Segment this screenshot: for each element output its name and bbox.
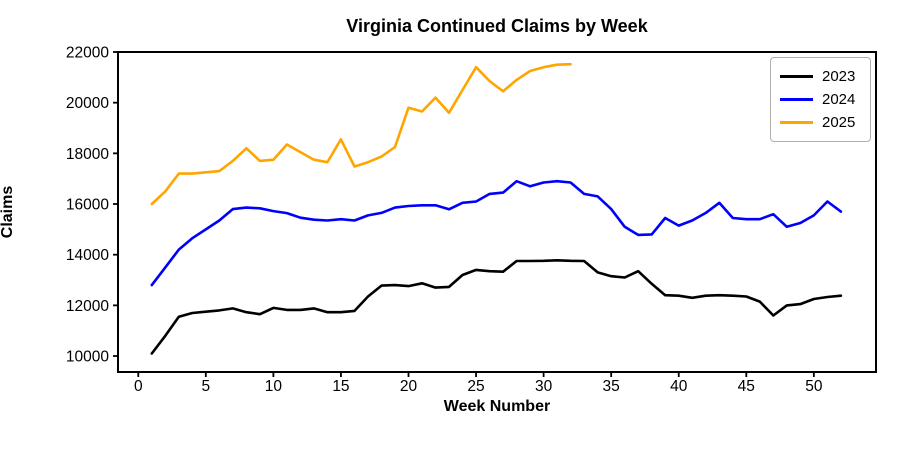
x-axis-label: Week Number bbox=[443, 398, 551, 415]
y-axis-label: Claims bbox=[0, 185, 16, 239]
y-tick-label-12000: 12000 bbox=[66, 298, 109, 315]
legend-label: 2024 bbox=[822, 91, 856, 108]
plot-frame bbox=[117, 51, 877, 373]
legend-line-swatch bbox=[780, 98, 813, 101]
x-tick-label-5: 5 bbox=[202, 378, 211, 395]
y-tick-label-22000: 22000 bbox=[66, 45, 109, 62]
x-tick-label-10: 10 bbox=[265, 378, 283, 395]
y-tick-label-20000: 20000 bbox=[66, 95, 109, 112]
x-tick-label-0: 0 bbox=[134, 378, 143, 395]
x-tick-label-15: 15 bbox=[332, 378, 349, 395]
series-line-2023 bbox=[150, 258, 843, 355]
legend: 2023 2024 2025 bbox=[770, 57, 871, 142]
series-line-2024 bbox=[150, 179, 843, 287]
series-line-2025 bbox=[150, 62, 572, 206]
x-tick-label-35: 35 bbox=[603, 378, 620, 395]
legend-label: 2025 bbox=[822, 114, 856, 131]
legend-item-2024: 2024 bbox=[780, 88, 861, 111]
x-tick-label-30: 30 bbox=[535, 378, 553, 395]
legend-item-2023: 2023 bbox=[780, 65, 861, 88]
y-tick-label-16000: 16000 bbox=[66, 197, 109, 214]
legend-line-swatch bbox=[780, 121, 813, 124]
x-tick-label-20: 20 bbox=[400, 378, 418, 395]
legend-line-swatch bbox=[780, 75, 813, 78]
x-tick-label-40: 40 bbox=[670, 378, 688, 395]
y-tick-label-18000: 18000 bbox=[66, 146, 109, 163]
x-tick-label-50: 50 bbox=[805, 378, 823, 395]
x-tick-label-45: 45 bbox=[738, 378, 755, 395]
y-tick-label-14000: 14000 bbox=[66, 247, 109, 264]
y-tick-label-10000: 10000 bbox=[66, 349, 109, 366]
x-tick-label-25: 25 bbox=[467, 378, 484, 395]
chart-title: Virginia Continued Claims by Week bbox=[346, 16, 648, 36]
legend-item-2025: 2025 bbox=[780, 111, 861, 134]
legend-label: 2023 bbox=[822, 68, 856, 85]
